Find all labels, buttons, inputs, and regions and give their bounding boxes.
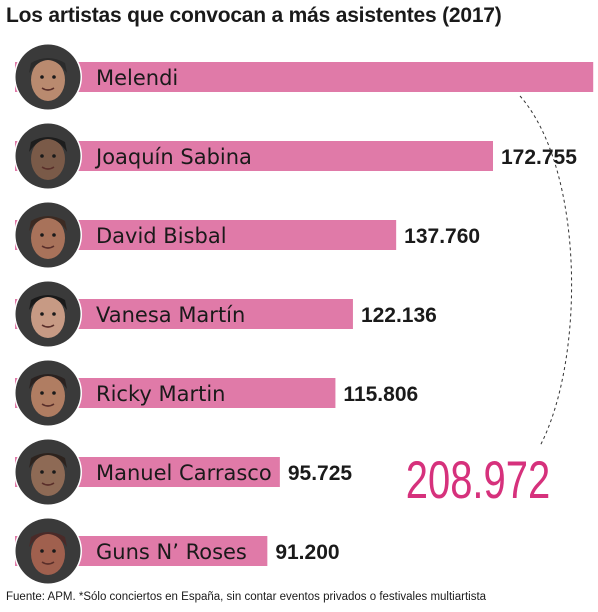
category-label-4: Ricky Martin [96, 382, 226, 406]
avatar-hair [29, 453, 67, 468]
portrait-david-bisbal-icon [14, 201, 82, 269]
avatar-face [31, 454, 65, 496]
avatar-hair [29, 374, 67, 389]
category-label-6: Guns N’ Roses [96, 540, 247, 564]
value-label-5: 95.725 [288, 462, 353, 485]
avatar-eye-right [52, 154, 56, 158]
highlight-value-label: 208.972 [406, 451, 551, 509]
avatar-eye-right [52, 391, 56, 395]
avatar-hair [29, 137, 67, 152]
category-label-3: Vanesa Martín [96, 303, 245, 327]
avatar-eye-right [52, 75, 56, 79]
avatar-eye-left [40, 391, 44, 395]
avatar-eye-left [40, 154, 44, 158]
dashed-connector-arc [519, 95, 573, 447]
portrait-guns-n-roses-icon [14, 517, 82, 585]
value-label-3: 122.136 [361, 304, 437, 327]
avatar-mouth [41, 245, 55, 249]
value-label-1: 172.755 [501, 146, 577, 169]
avatar-eye-right [52, 470, 56, 474]
portrait-manuel-carrasco-icon [14, 438, 82, 506]
avatar-mouth [41, 87, 55, 91]
avatar-eye-right [52, 233, 56, 237]
source-footnote: Fuente: APM. *Sólo conciertos en España,… [6, 591, 487, 603]
avatar-hair [29, 532, 67, 547]
bar-chart: Melendi Joaquín Sabina 172.755 David Bisbal… [14, 43, 594, 585]
chart-title: Los artistas que convocan a más asistent… [6, 4, 502, 27]
avatar-face [31, 533, 65, 575]
portrait-melendi-icon [14, 43, 82, 111]
avatar-hair [29, 58, 67, 73]
avatar-mouth [41, 561, 55, 565]
avatar-eye-right [52, 312, 56, 316]
portrait-joaquin-sabina-icon [14, 122, 82, 190]
avatar-hair [29, 295, 67, 310]
avatar-face [31, 59, 65, 101]
avatar-eye-left [40, 470, 44, 474]
avatar-eye-left [40, 233, 44, 237]
avatar-eye-right [52, 549, 56, 553]
value-label-2: 137.760 [404, 225, 480, 248]
value-label-6: 91.200 [275, 541, 339, 564]
portrait-vanesa-martin-icon [14, 280, 82, 348]
avatar-mouth [41, 482, 55, 486]
bar-1 [15, 141, 493, 171]
avatar-mouth [41, 403, 55, 407]
avatar-hair [29, 216, 67, 231]
category-label-5: Manuel Carrasco [96, 461, 272, 485]
portrait-ricky-martin-icon [14, 359, 82, 427]
value-label-4: 115.806 [343, 383, 418, 406]
avatar-face [31, 375, 65, 417]
category-label-2: David Bisbal [96, 224, 227, 248]
category-label-1: Joaquín Sabina [94, 145, 252, 169]
avatar-eye-left [40, 549, 44, 553]
avatar-face [31, 296, 65, 338]
avatar-mouth [41, 324, 55, 328]
avatar-face [31, 138, 65, 180]
avatar-eye-left [40, 75, 44, 79]
avatar-face [31, 217, 65, 259]
avatar-eye-left [40, 312, 44, 316]
avatar-mouth [41, 166, 55, 170]
bar-0 [15, 62, 594, 92]
category-label-0: Melendi [96, 66, 178, 90]
